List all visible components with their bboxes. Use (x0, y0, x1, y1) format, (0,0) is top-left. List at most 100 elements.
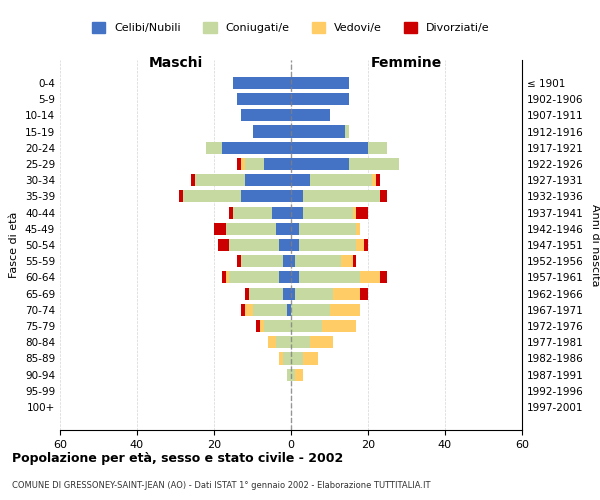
Bar (310, 174, 372, 186)
Bar (291, 239, 299, 251)
Bar (206, 142, 222, 154)
Bar (245, 304, 253, 316)
Bar (302, 352, 318, 364)
Bar (291, 93, 349, 105)
Bar (237, 158, 241, 170)
Bar (291, 174, 310, 186)
Bar (291, 222, 299, 235)
Bar (264, 320, 291, 332)
Bar (226, 272, 229, 283)
Bar (322, 320, 356, 332)
Bar (372, 174, 376, 186)
Bar (241, 304, 245, 316)
Bar (302, 206, 353, 218)
Bar (380, 272, 387, 283)
Bar (191, 174, 195, 186)
Bar (287, 368, 291, 381)
Bar (360, 288, 368, 300)
Bar (280, 352, 283, 364)
Bar (245, 288, 248, 300)
Bar (334, 288, 360, 300)
Bar (222, 272, 226, 283)
Bar (245, 174, 291, 186)
Bar (195, 174, 245, 186)
Bar (241, 255, 283, 268)
Bar (237, 93, 291, 105)
Bar (291, 190, 302, 202)
Bar (291, 109, 329, 122)
Bar (241, 109, 291, 122)
Bar (299, 222, 356, 235)
Bar (222, 142, 291, 154)
Bar (291, 158, 349, 170)
Bar (268, 336, 275, 348)
Bar (291, 142, 368, 154)
Bar (226, 222, 275, 235)
Bar (353, 255, 356, 268)
Bar (353, 206, 356, 218)
Bar (291, 352, 302, 364)
Bar (364, 239, 368, 251)
Bar (341, 255, 353, 268)
Bar (260, 320, 264, 332)
Bar (237, 255, 241, 268)
Bar (253, 126, 291, 138)
Bar (356, 239, 364, 251)
Y-axis label: Anni di nascita: Anni di nascita (590, 204, 600, 286)
Bar (218, 239, 229, 251)
Bar (291, 126, 345, 138)
Legend: Celibi/Nubili, Coniugati/e, Vedovi/e, Divorziati/e: Celibi/Nubili, Coniugati/e, Vedovi/e, Di… (88, 18, 494, 38)
Bar (291, 77, 349, 89)
Bar (283, 288, 291, 300)
Bar (291, 304, 329, 316)
Bar (291, 272, 299, 283)
Bar (291, 336, 310, 348)
Bar (295, 255, 341, 268)
Bar (214, 222, 226, 235)
Bar (376, 174, 380, 186)
Text: Maschi: Maschi (148, 56, 203, 70)
Bar (264, 158, 291, 170)
Bar (291, 320, 322, 332)
Bar (229, 239, 280, 251)
Bar (256, 320, 260, 332)
Bar (229, 206, 233, 218)
Bar (356, 206, 368, 218)
Bar (295, 368, 302, 381)
Bar (310, 336, 334, 348)
Y-axis label: Fasce di età: Fasce di età (10, 212, 19, 278)
Bar (356, 222, 360, 235)
Bar (280, 239, 291, 251)
Bar (368, 142, 387, 154)
Bar (295, 288, 334, 300)
Bar (283, 255, 291, 268)
Bar (248, 288, 283, 300)
Bar (329, 304, 360, 316)
Bar (291, 206, 302, 218)
Bar (360, 272, 380, 283)
Bar (380, 190, 387, 202)
Bar (349, 158, 399, 170)
Bar (179, 190, 183, 202)
Bar (183, 190, 241, 202)
Bar (287, 304, 291, 316)
Text: Femmine: Femmine (371, 56, 442, 70)
Bar (283, 352, 291, 364)
Bar (280, 272, 291, 283)
Bar (272, 206, 291, 218)
Bar (241, 190, 291, 202)
Bar (253, 304, 287, 316)
Bar (229, 272, 280, 283)
Bar (345, 126, 349, 138)
Bar (233, 77, 291, 89)
Bar (299, 272, 360, 283)
Bar (275, 222, 291, 235)
Bar (275, 336, 291, 348)
Bar (233, 206, 272, 218)
Bar (241, 158, 245, 170)
Bar (291, 368, 295, 381)
Bar (291, 288, 295, 300)
Bar (291, 255, 295, 268)
Text: Popolazione per età, sesso e stato civile - 2002: Popolazione per età, sesso e stato civil… (12, 452, 343, 465)
Bar (245, 158, 264, 170)
